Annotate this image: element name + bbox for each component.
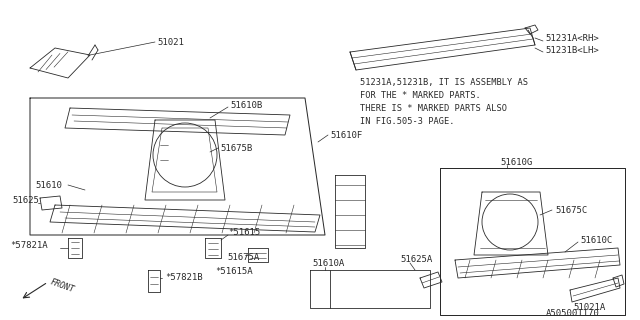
Text: THERE IS * MARKED PARTS ALSO: THERE IS * MARKED PARTS ALSO [360,103,507,113]
Text: 51231A,51231B, IT IS ASSEMBLY AS: 51231A,51231B, IT IS ASSEMBLY AS [360,77,528,86]
Text: *57821B: *57821B [165,274,203,283]
Text: *51615: *51615 [228,228,260,236]
Text: FRONT: FRONT [49,278,75,295]
Text: 51021A: 51021A [573,303,605,313]
Text: 51675A: 51675A [227,253,259,262]
Text: 51610: 51610 [35,180,62,189]
Text: 51610F: 51610F [330,131,362,140]
Text: 51625A: 51625A [400,255,432,265]
Text: *51615A: *51615A [215,268,253,276]
Text: 51231A<RH>: 51231A<RH> [545,34,599,43]
Text: 51675C: 51675C [555,205,588,214]
Text: 51625: 51625 [12,196,39,204]
Text: *57821A: *57821A [10,241,47,250]
Text: IN FIG.505-3 PAGE.: IN FIG.505-3 PAGE. [360,116,454,125]
Text: 51610B: 51610B [230,100,262,109]
Text: 51610C: 51610C [580,236,612,244]
Text: 51231B<LH>: 51231B<LH> [545,45,599,54]
Text: 51610A: 51610A [312,260,344,268]
Text: FOR THE * MARKED PARTS.: FOR THE * MARKED PARTS. [360,91,481,100]
Text: 51021: 51021 [157,37,184,46]
Text: 51675B: 51675B [220,143,252,153]
Text: A505001170: A505001170 [547,308,600,317]
Text: 51610G: 51610G [500,157,532,166]
